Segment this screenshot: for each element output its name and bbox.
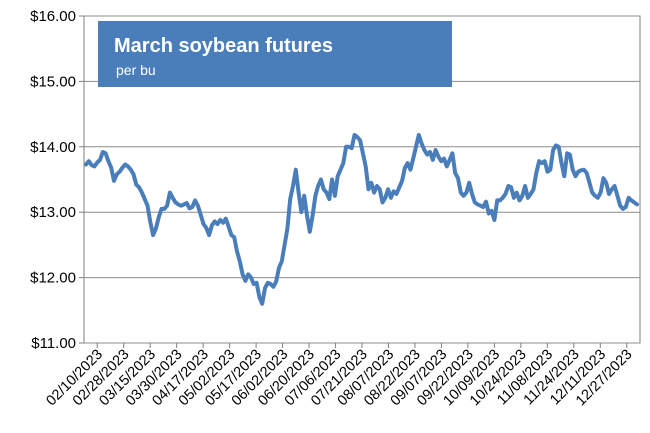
- y-axis-ticks: $11.00 $12.00 $13.00 $14.00 $15.00 $16.00: [30, 8, 84, 352]
- y-tick-label: $12.00: [30, 270, 76, 287]
- title-box-background: [98, 21, 452, 87]
- y-tick-label: $11.00: [31, 335, 76, 352]
- y-tick-label: $13.00: [30, 204, 76, 221]
- x-axis-ticks: 02/10/202302/28/202303/15/202303/30/2023…: [43, 343, 636, 409]
- chart-title: March soybean futures: [114, 35, 333, 57]
- title-box: March soybean futures per bu: [98, 21, 452, 87]
- y-tick-label: $14.00: [30, 139, 76, 156]
- y-tick-label: $16.00: [30, 8, 76, 25]
- y-tick-label: $15.00: [30, 73, 76, 90]
- series-line: [84, 133, 639, 306]
- chart-subtitle: per bu: [116, 62, 156, 78]
